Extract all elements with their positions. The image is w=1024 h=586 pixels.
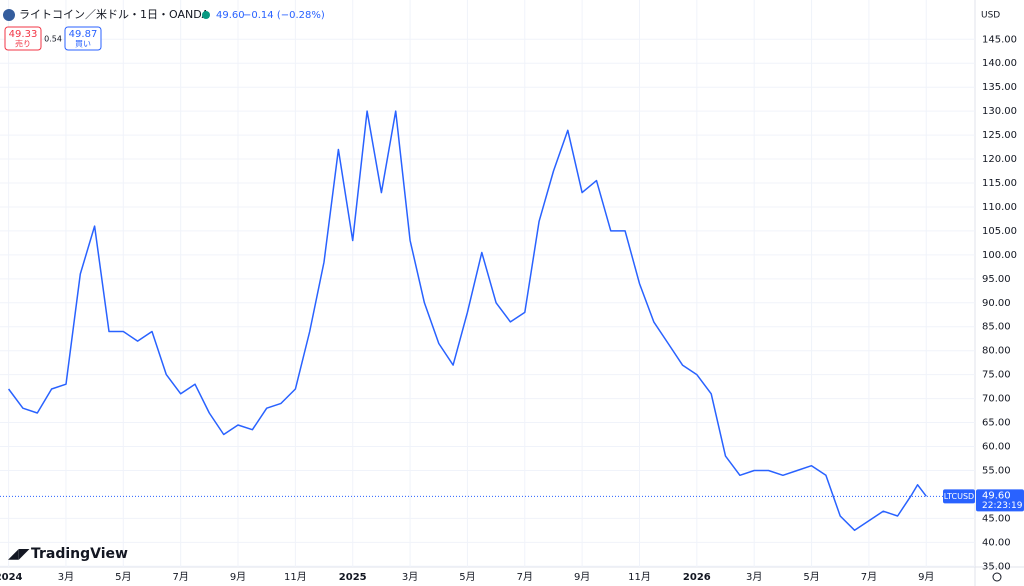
sell-price[interactable]: 49.33 — [9, 29, 38, 40]
market-status — [202, 11, 210, 19]
x-tick-label: 11月 — [628, 571, 651, 583]
x-tick-label: 3月 — [402, 571, 418, 583]
x-tick-label: 7月 — [517, 571, 533, 583]
x-tick-label: 9月 — [574, 571, 590, 583]
price-tag-value: 49.60 — [982, 490, 1011, 501]
symbol-tag — [943, 489, 975, 504]
x-tick-label: 11月 — [284, 571, 307, 583]
y-tick-label: 40.00 — [982, 537, 1011, 548]
x-tick-label: 9月 — [230, 571, 246, 583]
x-tick-label: 5月 — [803, 571, 819, 583]
y-tick-label: 110.00 — [982, 202, 1017, 213]
symbol-tag-text: LTCUSD — [944, 492, 974, 501]
y-tick-label: 80.00 — [982, 346, 1011, 357]
y-tick-label: 70.00 — [982, 394, 1011, 405]
x-tick-label: 3月 — [58, 571, 74, 583]
x-tick-label: 5月 — [115, 571, 131, 583]
x-tick-label: 2026 — [683, 572, 711, 583]
x-tick-label: 7月 — [172, 571, 188, 583]
y-tick-label: 120.00 — [982, 154, 1017, 165]
y-tick-label: 35.00 — [982, 561, 1011, 572]
y-tick-label: 105.00 — [982, 226, 1017, 237]
logo-text: TradingView — [31, 546, 128, 562]
y-tick-label: 65.00 — [982, 418, 1011, 429]
y-tick-label: 100.00 — [982, 250, 1017, 261]
sell-label[interactable]: 売り — [15, 39, 31, 49]
y-tick-label: 140.00 — [982, 58, 1017, 69]
y-tick-label: 135.00 — [982, 82, 1017, 93]
y-tick-label: 130.00 — [982, 106, 1017, 117]
sell-button[interactable] — [4, 26, 42, 51]
symbol-title[interactable]: ライトコイン／米ドル・1日・OANDA — [19, 8, 209, 21]
x-tick-label: 5月 — [459, 571, 475, 583]
buy-button[interactable] — [64, 26, 102, 51]
y-tick-label: 55.00 — [982, 465, 1011, 476]
y-tick-label: 90.00 — [982, 298, 1011, 309]
buy-price[interactable]: 49.87 — [69, 29, 98, 40]
x-tick-label: 3月 — [746, 571, 762, 583]
y-tick-label: 85.00 — [982, 322, 1011, 333]
y-tick-label: 75.00 — [982, 370, 1011, 381]
price-tag — [976, 489, 1024, 512]
x-tick-label: 2025 — [339, 572, 367, 583]
x-tick-label: 2024 — [0, 572, 23, 583]
y-tick-label: 115.00 — [982, 178, 1017, 189]
y-tick-label: 45.00 — [982, 513, 1011, 524]
price-line — [7, 110, 927, 532]
y-tick-label: 95.00 — [982, 274, 1011, 285]
x-tick-label: 7月 — [861, 571, 877, 583]
price-tag-countdown: 22:23:19 — [982, 501, 1023, 511]
y-tick-label: 60.00 — [982, 442, 1011, 453]
y-tick-label: 125.00 — [982, 130, 1017, 141]
settings-icon[interactable] — [992, 572, 1002, 582]
currency[interactable]: USD — [981, 11, 1000, 21]
last-price: 49.60 — [216, 10, 245, 21]
buy-label[interactable]: 買い — [75, 40, 91, 49]
spread: 0.54 — [44, 35, 62, 44]
y-tick-label: 145.00 — [982, 34, 1017, 45]
logo: ◢◤ — [8, 546, 30, 562]
x-tick-label: 9月 — [918, 571, 934, 583]
price-change: −0.14 (−0.28%) — [243, 10, 325, 21]
coin-icon — [3, 9, 15, 21]
